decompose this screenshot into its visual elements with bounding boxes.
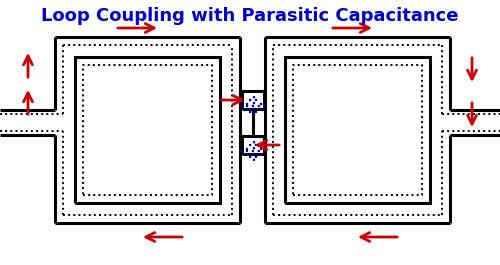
Text: Loop Coupling with Parasitic Capacitance: Loop Coupling with Parasitic Capacitance	[41, 7, 459, 25]
